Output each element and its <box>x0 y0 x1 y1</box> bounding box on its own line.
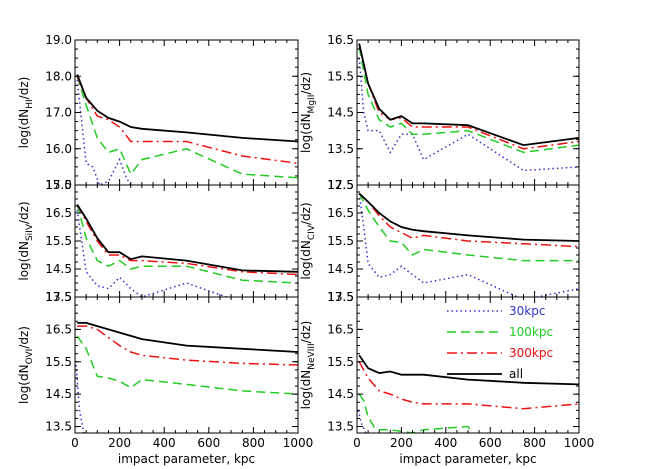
y-tick-label: 15.0 <box>45 178 72 192</box>
series-line-all-civ <box>358 192 579 242</box>
y-tick-label: 12.5 <box>327 178 354 192</box>
series-line-30kpc-civ <box>358 193 579 297</box>
y-tick-label: 15.5 <box>327 69 354 83</box>
x-tick-label: 800 <box>242 436 265 450</box>
y-tick-label: 16.5 <box>327 33 354 47</box>
y-tick-label: 15.5 <box>327 234 354 248</box>
legend-label-all: all <box>509 367 523 381</box>
series-line-all-ovi <box>77 321 298 353</box>
y-tick-label: 14.5 <box>327 106 354 120</box>
series-line-100kpc-civ <box>358 193 579 262</box>
y-tick-label: 13.5 <box>45 290 72 304</box>
x-tick-label: 600 <box>197 436 220 450</box>
series-line-100kpc-mgii <box>358 47 579 154</box>
series-line-300kpc-neviii <box>358 361 579 410</box>
y-tick-label: 18.0 <box>45 69 72 83</box>
y-axis-label: log(dNOVI/dz) <box>17 326 35 404</box>
x-tick-label: 1000 <box>283 436 314 450</box>
x-axis-label: impact parameter, kpc <box>399 452 536 466</box>
y-tick-label: 15.5 <box>45 355 72 369</box>
y-tick-label: 15.5 <box>327 355 354 369</box>
x-tick-label: 0 <box>71 436 79 450</box>
series-line-300kpc-mgii <box>358 43 579 150</box>
legend-label-30kpc: 30kpc <box>509 304 545 318</box>
series-line-300kpc-hi <box>76 76 298 165</box>
series-line-300kpc-ovi <box>77 325 298 366</box>
y-tick-label: 17.0 <box>45 106 72 120</box>
series-line-100kpc-siiv <box>76 204 298 284</box>
legend-label-300kpc: 300kpc <box>509 346 553 360</box>
y-tick-label: 17.5 <box>45 290 72 304</box>
panel-frame <box>74 39 299 186</box>
x-axis-label: impact parameter, kpc <box>118 452 255 466</box>
y-tick-label: 19.0 <box>45 33 72 47</box>
series-line-30kpc-ovi <box>75 364 85 433</box>
y-tick-label: 16.5 <box>45 322 72 336</box>
y-axis-label: log(dNHI/dz) <box>17 77 35 149</box>
legend-label-100kpc: 100kpc <box>509 325 553 339</box>
x-tick-label: 200 <box>108 436 131 450</box>
y-tick-label: 16.0 <box>45 142 72 156</box>
series-line-100kpc-ovi <box>76 335 298 395</box>
series-line-all-mgii <box>358 43 579 147</box>
y-tick-label: 16.5 <box>45 206 72 220</box>
x-tick-label: 400 <box>434 436 457 450</box>
y-tick-label: 16.5 <box>327 206 354 220</box>
series-line-all-siiv <box>76 204 298 273</box>
x-tick-label: 800 <box>523 436 546 450</box>
y-tick-label: 17.5 <box>327 290 354 304</box>
y-axis-label: log(dNNeVIII/dz) <box>299 321 317 410</box>
y-tick-label: 13.5 <box>327 420 354 434</box>
series-line-300kpc-siiv <box>76 204 298 276</box>
series-line-30kpc-neviii <box>357 410 367 433</box>
y-axis-label: log(dNSiIV/dz) <box>17 201 35 280</box>
y-axis-label: log(dNMgII/dz) <box>299 72 317 153</box>
y-tick-label: 17.5 <box>45 178 72 192</box>
y-tick-label: 13.5 <box>45 420 72 434</box>
series-line-all-neviii <box>358 354 579 386</box>
x-tick-label: 200 <box>390 436 413 450</box>
x-tick-label: 600 <box>479 436 502 450</box>
series-line-30kpc-siiv <box>76 210 229 297</box>
y-tick-label: 13.5 <box>327 290 354 304</box>
y-tick-label: 15.5 <box>45 234 72 248</box>
y-tick-label: 14.5 <box>45 387 72 401</box>
y-tick-label: 17.5 <box>327 178 354 192</box>
x-tick-label: 1000 <box>564 436 595 450</box>
x-tick-label: 400 <box>153 436 176 450</box>
y-tick-label: 16.5 <box>327 322 354 336</box>
panel-frame <box>74 184 299 298</box>
series-line-100kpc-neviii <box>358 393 474 433</box>
series-line-all-hi <box>76 74 298 143</box>
panel-frame <box>356 39 580 186</box>
y-tick-label: 14.5 <box>327 387 354 401</box>
y-tick-label: 13.5 <box>327 142 354 156</box>
series-line-300kpc-civ <box>358 192 579 248</box>
x-tick-label: 0 <box>353 436 361 450</box>
y-tick-label: 14.5 <box>45 262 72 276</box>
panel-frame <box>74 296 299 434</box>
series-line-100kpc-hi <box>76 76 298 179</box>
y-tick-label: 14.5 <box>327 262 354 276</box>
panel-frame <box>356 296 580 434</box>
series-line-30kpc-mgii <box>358 58 579 172</box>
y-axis-label: log(dNCIV/dz) <box>299 202 317 279</box>
